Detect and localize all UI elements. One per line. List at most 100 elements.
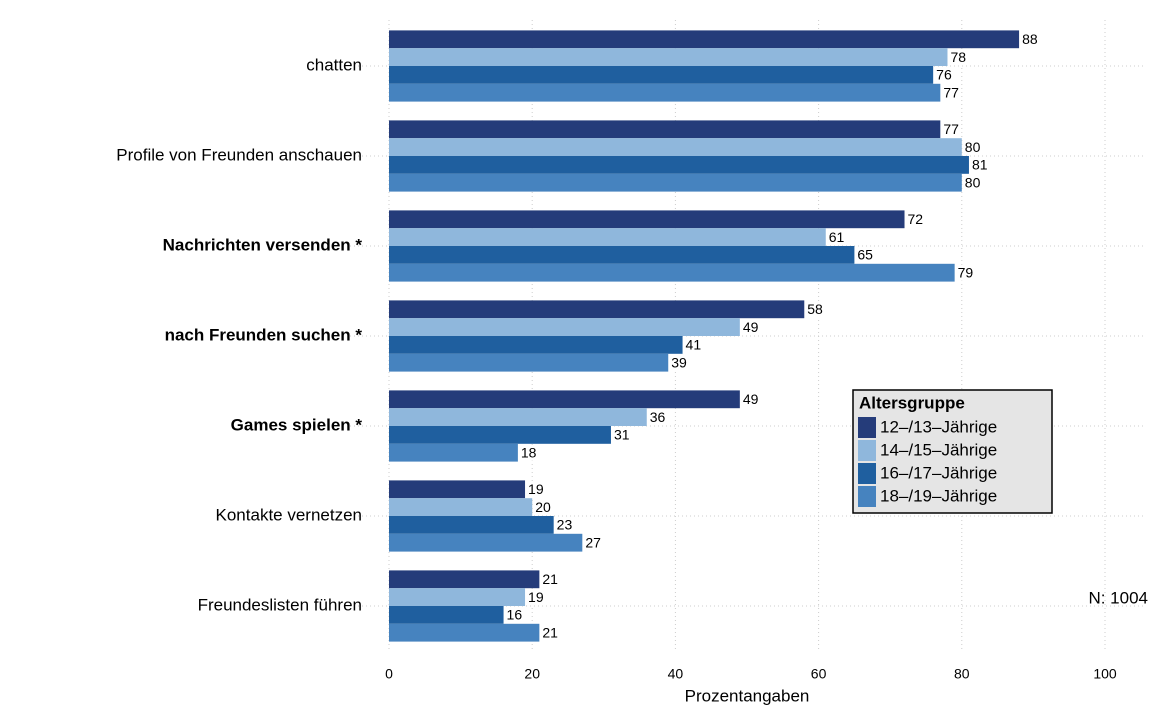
bar [389, 156, 969, 174]
bar [389, 173, 962, 192]
bar [389, 623, 540, 642]
data-label-bg [1020, 31, 1040, 48]
x-tick-label: 60 [811, 666, 827, 682]
annotation: N: 1004 [1088, 588, 1148, 607]
legend-swatch [858, 440, 876, 461]
legend-label: 18–/19–Jährige [880, 486, 997, 505]
legend-box [852, 389, 1053, 514]
y-tick-label: chatten [306, 55, 362, 74]
data-label: 19 [528, 481, 544, 497]
bar [389, 66, 934, 84]
data-label-bg [826, 229, 847, 245]
data-label-bg [504, 607, 525, 623]
bar [389, 318, 740, 336]
bar [389, 426, 611, 444]
bar [389, 533, 583, 552]
data-label-bg [583, 534, 604, 551]
data-label-bg [740, 391, 761, 408]
data-label-bg [540, 624, 561, 641]
legend-label: 16–/17–Jährige [880, 463, 997, 482]
data-label-bg [554, 517, 575, 533]
data-label: 80 [965, 139, 981, 155]
data-label: 19 [528, 589, 544, 605]
data-label: 27 [585, 534, 601, 550]
bar [389, 83, 941, 102]
data-label-bg [683, 337, 704, 353]
data-label: 72 [908, 211, 924, 227]
data-label: 39 [671, 354, 687, 370]
data-label: 23 [557, 517, 573, 533]
x-axis-label: Prozentangaben [685, 686, 810, 705]
data-label: 61 [829, 229, 845, 245]
x-tick-label: 0 [385, 666, 393, 682]
data-label-bg [740, 319, 761, 335]
data-label-bg [962, 139, 983, 155]
data-label: 79 [958, 264, 974, 280]
data-label-bg [526, 481, 546, 498]
x-tick-label: 40 [668, 666, 684, 682]
bar [389, 138, 962, 156]
data-label-bg [669, 354, 690, 371]
data-label-bg [962, 174, 983, 191]
y-tick-label: Kontakte vernetzen [216, 505, 362, 524]
bar [389, 120, 941, 139]
data-label-bg [526, 589, 546, 605]
y-tick-label: Games spielen * [231, 415, 363, 434]
data-label: 80 [965, 174, 981, 190]
bar [389, 480, 526, 499]
data-label-bg [905, 211, 926, 228]
bar [389, 443, 518, 462]
data-label: 77 [943, 121, 959, 137]
data-label-bg [941, 84, 962, 101]
bar [389, 336, 683, 354]
legend-title: Altersgruppe [859, 393, 965, 412]
data-label: 18 [521, 444, 537, 460]
data-label-bg [611, 427, 632, 443]
data-label: 88 [1022, 31, 1038, 47]
bar [389, 353, 669, 372]
legend-label: 12–/13–Jährige [880, 417, 997, 436]
data-label-bg [805, 301, 826, 318]
bar [389, 390, 740, 409]
data-label-bg [934, 67, 954, 83]
data-label-bg [533, 499, 553, 515]
bar [389, 210, 905, 229]
data-label: 49 [743, 319, 759, 335]
x-tick-label: 80 [954, 666, 970, 682]
y-tick-label: Profile von Freunden anschauen [116, 145, 362, 164]
legend-swatch [858, 417, 876, 438]
data-label: 20 [535, 499, 551, 515]
data-label: 21 [542, 624, 558, 640]
data-label: 81 [972, 157, 988, 173]
x-tick-label: 100 [1093, 666, 1117, 682]
data-label: 31 [614, 427, 630, 443]
legend-swatch [858, 463, 876, 484]
data-label: 21 [542, 571, 558, 587]
data-label: 76 [936, 67, 952, 83]
legend-label: 14–/15–Jährige [880, 440, 997, 459]
data-label: 49 [743, 391, 759, 407]
data-label: 77 [943, 84, 959, 100]
data-label-bg [948, 49, 969, 65]
data-label-bg [647, 409, 668, 425]
bar [389, 246, 855, 264]
bar [389, 588, 526, 606]
bar [389, 48, 948, 66]
data-label: 78 [950, 49, 966, 65]
data-label-bg [518, 444, 539, 461]
bar [389, 263, 955, 282]
x-tick-label: 20 [524, 666, 540, 682]
data-label: 16 [507, 607, 523, 623]
bar [389, 570, 540, 589]
data-label: 36 [650, 409, 666, 425]
data-label: 65 [857, 247, 873, 263]
data-label-bg [969, 157, 990, 173]
legend-swatch [858, 486, 876, 507]
data-label-bg [955, 264, 976, 281]
data-label-bg [855, 247, 876, 263]
bar [389, 498, 533, 516]
bar [389, 606, 504, 624]
data-label: 41 [686, 337, 702, 353]
y-tick-label: Freundeslisten führen [198, 595, 362, 614]
